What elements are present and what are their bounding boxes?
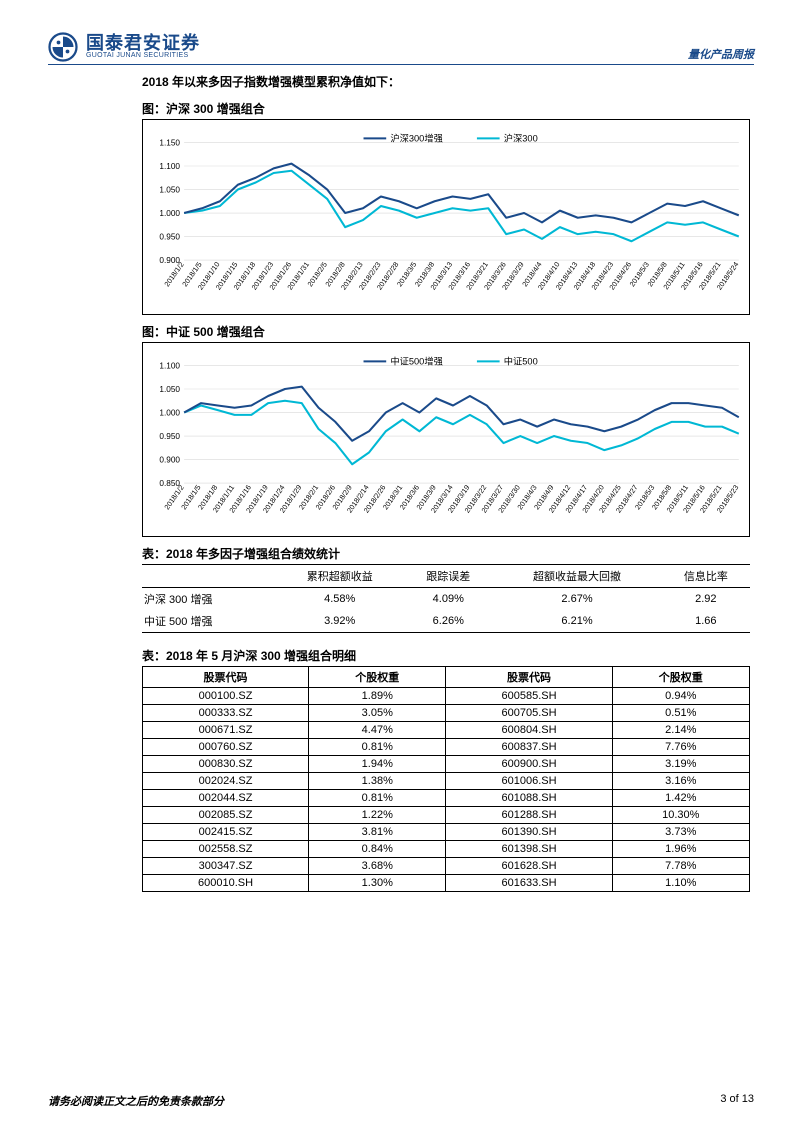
svg-text:1.100: 1.100 bbox=[159, 162, 180, 171]
svg-text:中证500增强: 中证500增强 bbox=[390, 355, 443, 366]
intro-text: 2018 年以来多因子指数增强模型累积净值如下： bbox=[142, 73, 750, 90]
company-logo-icon bbox=[48, 32, 78, 62]
svg-text:1.100: 1.100 bbox=[159, 361, 180, 370]
logo-text-en: GUOTAI JUNAN SECURITIES bbox=[86, 52, 200, 60]
detail-title: 表：2018 年 5 月沪深 300 增强组合明细 bbox=[142, 647, 750, 664]
stats-table: 累积超额收益跟踪误差超额收益最大回撤信息比率沪深 300 增强4.58%4.09… bbox=[142, 564, 750, 633]
svg-text:1.150: 1.150 bbox=[159, 139, 180, 148]
svg-text:1.000: 1.000 bbox=[159, 408, 180, 417]
svg-text:沪深300: 沪深300 bbox=[504, 132, 538, 143]
svg-text:0.900: 0.900 bbox=[159, 455, 180, 464]
svg-text:1.050: 1.050 bbox=[159, 385, 180, 394]
svg-text:1.050: 1.050 bbox=[159, 186, 180, 195]
svg-text:中证500: 中证500 bbox=[504, 355, 538, 366]
detail-table: 股票代码个股权重股票代码个股权重000100.SZ1.89%600585.SH0… bbox=[142, 666, 750, 892]
stats-title: 表：2018 年多因子增强组合绩效统计 bbox=[142, 545, 750, 562]
chart2-title: 图：中证 500 增强组合 bbox=[142, 323, 750, 340]
chart1-box: 0.9000.9501.0001.0501.1001.1502018/1/220… bbox=[142, 119, 750, 315]
chart2-svg: 0.8500.9000.9501.0001.0501.1002018/1/220… bbox=[147, 349, 745, 535]
logo-text-cn: 国泰君安证券 bbox=[86, 34, 200, 52]
svg-text:0.950: 0.950 bbox=[159, 233, 180, 242]
svg-text:1.000: 1.000 bbox=[159, 209, 180, 218]
chart1-svg: 0.9000.9501.0001.0501.1001.1502018/1/220… bbox=[147, 126, 745, 312]
page-header: 国泰君安证券 GUOTAI JUNAN SECURITIES 量化产品周报 bbox=[48, 32, 754, 65]
footer-disclaimer: 请务必阅读正文之后的免责条款部分 bbox=[48, 1093, 224, 1109]
chart2-box: 0.8500.9000.9501.0001.0501.1002018/1/220… bbox=[142, 342, 750, 538]
page-number: 3 of 13 bbox=[720, 1093, 754, 1109]
chart1-title: 图：沪深 300 增强组合 bbox=[142, 100, 750, 117]
logo: 国泰君安证券 GUOTAI JUNAN SECURITIES bbox=[48, 32, 200, 62]
page-footer: 请务必阅读正文之后的免责条款部分 3 of 13 bbox=[48, 1093, 754, 1109]
svg-text:0.950: 0.950 bbox=[159, 432, 180, 441]
header-subtitle: 量化产品周报 bbox=[688, 46, 754, 62]
svg-text:沪深300增强: 沪深300增强 bbox=[390, 132, 443, 143]
